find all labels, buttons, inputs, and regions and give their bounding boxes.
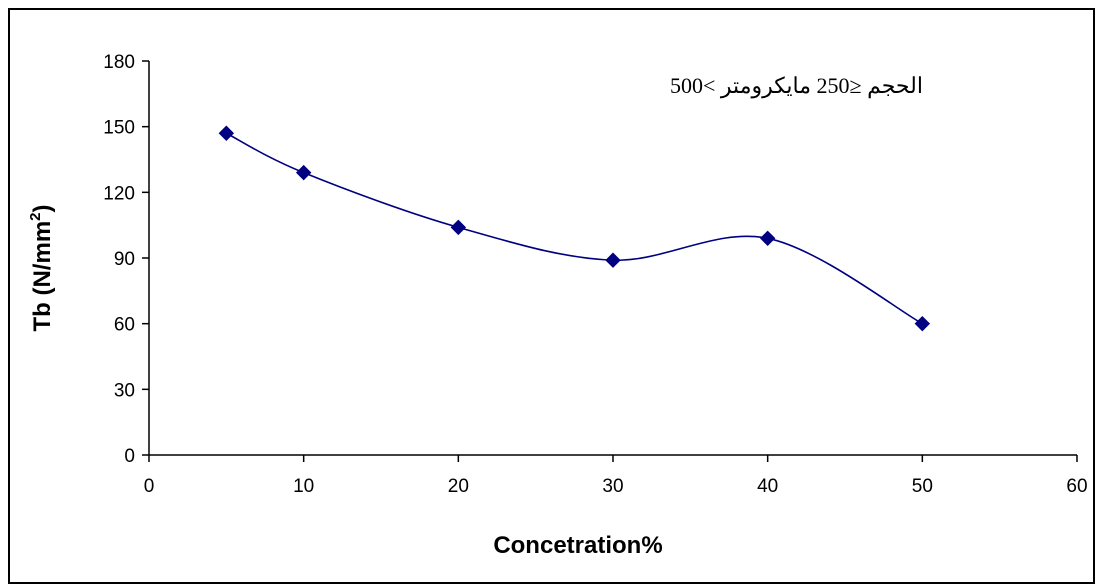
y-axis-title-superscript: 2 — [27, 212, 44, 220]
x-tick-label: 50 — [912, 476, 933, 497]
y-axis-title-main: Tb (N/mm — [29, 221, 56, 332]
data-point — [295, 164, 312, 181]
data-point — [605, 252, 621, 268]
x-tick-label: 10 — [293, 476, 314, 497]
y-tick-label: 120 — [103, 183, 135, 204]
x-tick-label: 0 — [144, 476, 155, 497]
data-point — [914, 315, 931, 332]
x-axis-title: Concetration% — [493, 532, 662, 559]
y-axis-title: Tb (N/mm2) — [27, 204, 56, 331]
axes: 0 30 60 90 120 150 180 0 10 20 30 40 50 60 — [103, 52, 1087, 497]
y-tick-label: 180 — [103, 52, 135, 73]
y-tick-label: 90 — [114, 249, 135, 270]
x-tick-label: 60 — [1066, 476, 1087, 497]
chart-annotation: 500< الحجم ≤250 مايكرومتر — [670, 73, 923, 99]
line-chart: 0 30 60 90 120 150 180 0 10 20 30 40 50 60 Concetrati… — [27, 52, 1088, 559]
y-tick-label: 60 — [114, 315, 135, 336]
x-tick-label: 20 — [448, 476, 469, 497]
y-tick-label: 30 — [114, 380, 135, 401]
x-tick-label: 30 — [602, 476, 623, 497]
series-line — [225, 132, 923, 325]
y-axis-title-end: ) — [29, 204, 56, 212]
y-tick-label: 150 — [103, 118, 135, 139]
data-point — [759, 230, 776, 247]
y-tick-label: 0 — [124, 446, 135, 467]
series-layer — [218, 125, 931, 332]
x-tick-label: 40 — [757, 476, 778, 497]
chart-frame: 0 30 60 90 120 150 180 0 10 20 30 40 50 60 Concetrati… — [8, 8, 1095, 584]
data-point — [218, 125, 235, 141]
data-point — [450, 219, 467, 236]
